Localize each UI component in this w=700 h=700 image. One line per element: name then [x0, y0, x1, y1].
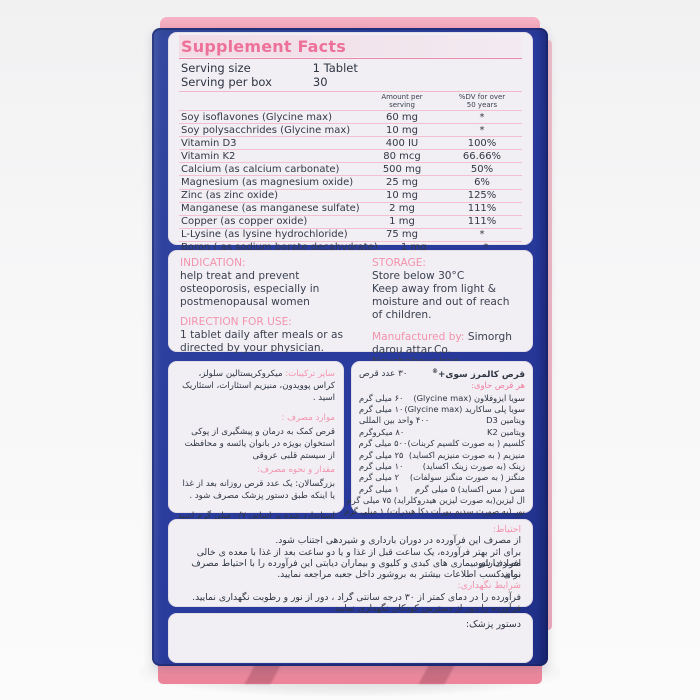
- serving-size-row: Serving size 1 Tablet: [179, 61, 522, 75]
- table-row: Zinc (as zinc oxide) 10 mg 125%: [179, 188, 522, 202]
- divider: [179, 58, 522, 59]
- list-item: کلسیم ( به صورت کلسیم کربنات) ۵۰۰ میلی گر…: [358, 438, 525, 449]
- caution-label: احتیاط:: [492, 524, 521, 535]
- table-row: L-Lysine (as lysine hydrochloride) 75 mg *: [179, 227, 522, 241]
- amount-column-header: Amount per serving: [381, 92, 423, 109]
- manufactured-by-label: Manufactured by:: [372, 330, 465, 343]
- usage-label: موارد مصرف :: [281, 413, 335, 424]
- facts-column-headers: Amount per serving %DV for over 50 years: [179, 92, 522, 110]
- storage-line2: Keep away from light & moisture and out …: [372, 282, 510, 321]
- table-row: Soy polysacchrides (Glycine max) 10 mg *: [179, 123, 522, 136]
- serving-per-box-row: Serving per box 30: [179, 75, 522, 89]
- storage-condition-line: فرآورده را در دمای کمتر از ۳۰ درجه سانتی…: [192, 591, 521, 603]
- serving-size-label: Serving size: [181, 61, 251, 75]
- dv-column-header: %DV for over 50 years: [458, 92, 506, 109]
- doctor-prescription-label: دستور پزشک:: [465, 619, 521, 630]
- list-item: زینک (به صورت زینک اکساید) ۱۰ میلی گرم: [359, 461, 525, 472]
- english-info-panel: INDICATION: help treat and prevent osteo…: [168, 250, 533, 386]
- storage-condition-line: فرآورده را دور از دسترس کودکان نگهداری ن…: [331, 603, 521, 615]
- direction-label: DIRECTION FOR USE:: [180, 315, 292, 328]
- flap-shadow: [244, 664, 282, 684]
- table-row: Manganese (as manganese sulfate) 2 mg 111%: [179, 201, 522, 215]
- table-row: Calcium (as calcium carbonate) 500 mg 50%: [179, 162, 522, 175]
- list-item: سویا ایزوفلاون (Glycine max) ۶۰ میلی گرم: [359, 392, 525, 403]
- list-item: سویا پلی ساکارید (Glycine max) ۱۰ میلی گر…: [359, 404, 525, 415]
- storage-line1: Store below 30°C: [372, 269, 465, 282]
- list-item: مس ( مس اکساید) ۵ میلی گرم ۱ میلی گرم: [359, 483, 525, 494]
- table-row: Vitamin K2 80 mcg 66.66%: [179, 149, 522, 162]
- tablet-count: ۳۰ عدد قرص: [359, 368, 408, 379]
- usage-text: قرص کمک به درمان و پیشگیری از پوکی استخو…: [184, 427, 335, 462]
- persian-product-title-row: قرص کالمرز سوی+® ۳۰ عدد قرص: [359, 367, 525, 380]
- serving-per-box-label: Serving per box: [181, 75, 272, 89]
- storage-label: STORAGE:: [372, 257, 426, 269]
- persian-product-title: قرص کالمرز سوی+®: [432, 367, 525, 380]
- caution-line: از مصرف این فرآورده در دوران بارداری و ش…: [275, 535, 521, 547]
- indication-column: INDICATION: help treat and prevent osteo…: [180, 257, 358, 386]
- table-row: Copper (as copper oxide) 1 mg 111%: [179, 214, 522, 228]
- persian-usage-panel: سایر ترکیبات: میکروکریستالین سلولز، کراس…: [168, 361, 344, 533]
- serving-size-value: 1 Tablet: [312, 61, 358, 75]
- caution-panel: احتیاط: از مصرف این فرآورده در دوران بار…: [168, 519, 533, 614]
- supplement-box-back-panel: Supplement Facts Serving size 1 Tablet S…: [152, 28, 548, 666]
- list-item: منیزیم ( به صورت منیزیم اکساید) ۲۵ میلی گ…: [359, 449, 525, 460]
- persian-composition-panel: قرص کالمرز سوی+® ۳۰ عدد قرص هر قرص حاوی:…: [344, 361, 533, 516]
- list-item: ال لیزین(به صورت لیزین هیدروکلراید) ۷۵ م…: [346, 494, 525, 505]
- dosage-text: بزرگسالان: یک عدد قرص روزانه بعد از غذا …: [182, 479, 336, 502]
- list-item: ویتامین K2 ۸۰ میکروگرم: [359, 426, 525, 437]
- divider: [179, 91, 522, 92]
- serving-per-box-value: 30: [312, 75, 328, 89]
- caution-line: برای کسب اطلاعات بیشتر به بروشور داخل جع…: [277, 569, 521, 581]
- supplement-facts-title: Supplement Facts: [179, 35, 522, 57]
- registered-mark: ®: [432, 367, 439, 375]
- caution-line: افراد دارای بیماری های کبدی و کلیوی و بی…: [191, 557, 521, 581]
- storage-column: STORAGE: Store below 30°C Keep away from…: [358, 257, 521, 368]
- list-item: ویتامین D3 ۴۰۰ واحد بین المللی: [359, 415, 525, 426]
- flap-shadow: [418, 664, 456, 684]
- table-row: Boron ( as sodium borate decahydrate) 1 m…: [179, 240, 522, 254]
- direction-text: 1 tablet daily after meals or as directe…: [180, 328, 344, 354]
- storage-conditions-label: شرایط نگهداری:: [457, 580, 521, 592]
- caution-line: برای اثر بهتر فرآورده، یک ساعت قبل از غذ…: [196, 546, 521, 569]
- table-row: Vitamin D3 400 IU 100%: [179, 136, 522, 149]
- list-item: بور (به صورت سدیم بورات دکا هیدرات) ۱ می…: [344, 505, 525, 516]
- list-item: منگنز ( به صورت منگنز سولفات) ۲ میلی گرم: [359, 472, 525, 483]
- contains-label: هر قرص حاوی:: [471, 380, 525, 390]
- indication-label: INDICATION:: [180, 257, 246, 269]
- table-row: Magnesium (as magnesium oxide) 25 mg 6%: [179, 175, 522, 188]
- indication-text: help treat and prevent osteoporosis, esp…: [180, 269, 320, 308]
- supplement-facts-panel: Supplement Facts Serving size 1 Tablet S…: [168, 32, 533, 265]
- table-row: Soy isoflavones (Glycine max) 60 mg *: [179, 110, 522, 123]
- other-ingredients: سایر ترکیبات: میکروکریستالین سلولز، کراس…: [182, 369, 335, 404]
- doctor-prescription-panel: دستور پزشک:: [168, 613, 533, 663]
- dosage-label: مقدار و نحوه مصرف:: [257, 465, 335, 476]
- other-ingredients-label: سایر ترکیبات:: [285, 369, 335, 379]
